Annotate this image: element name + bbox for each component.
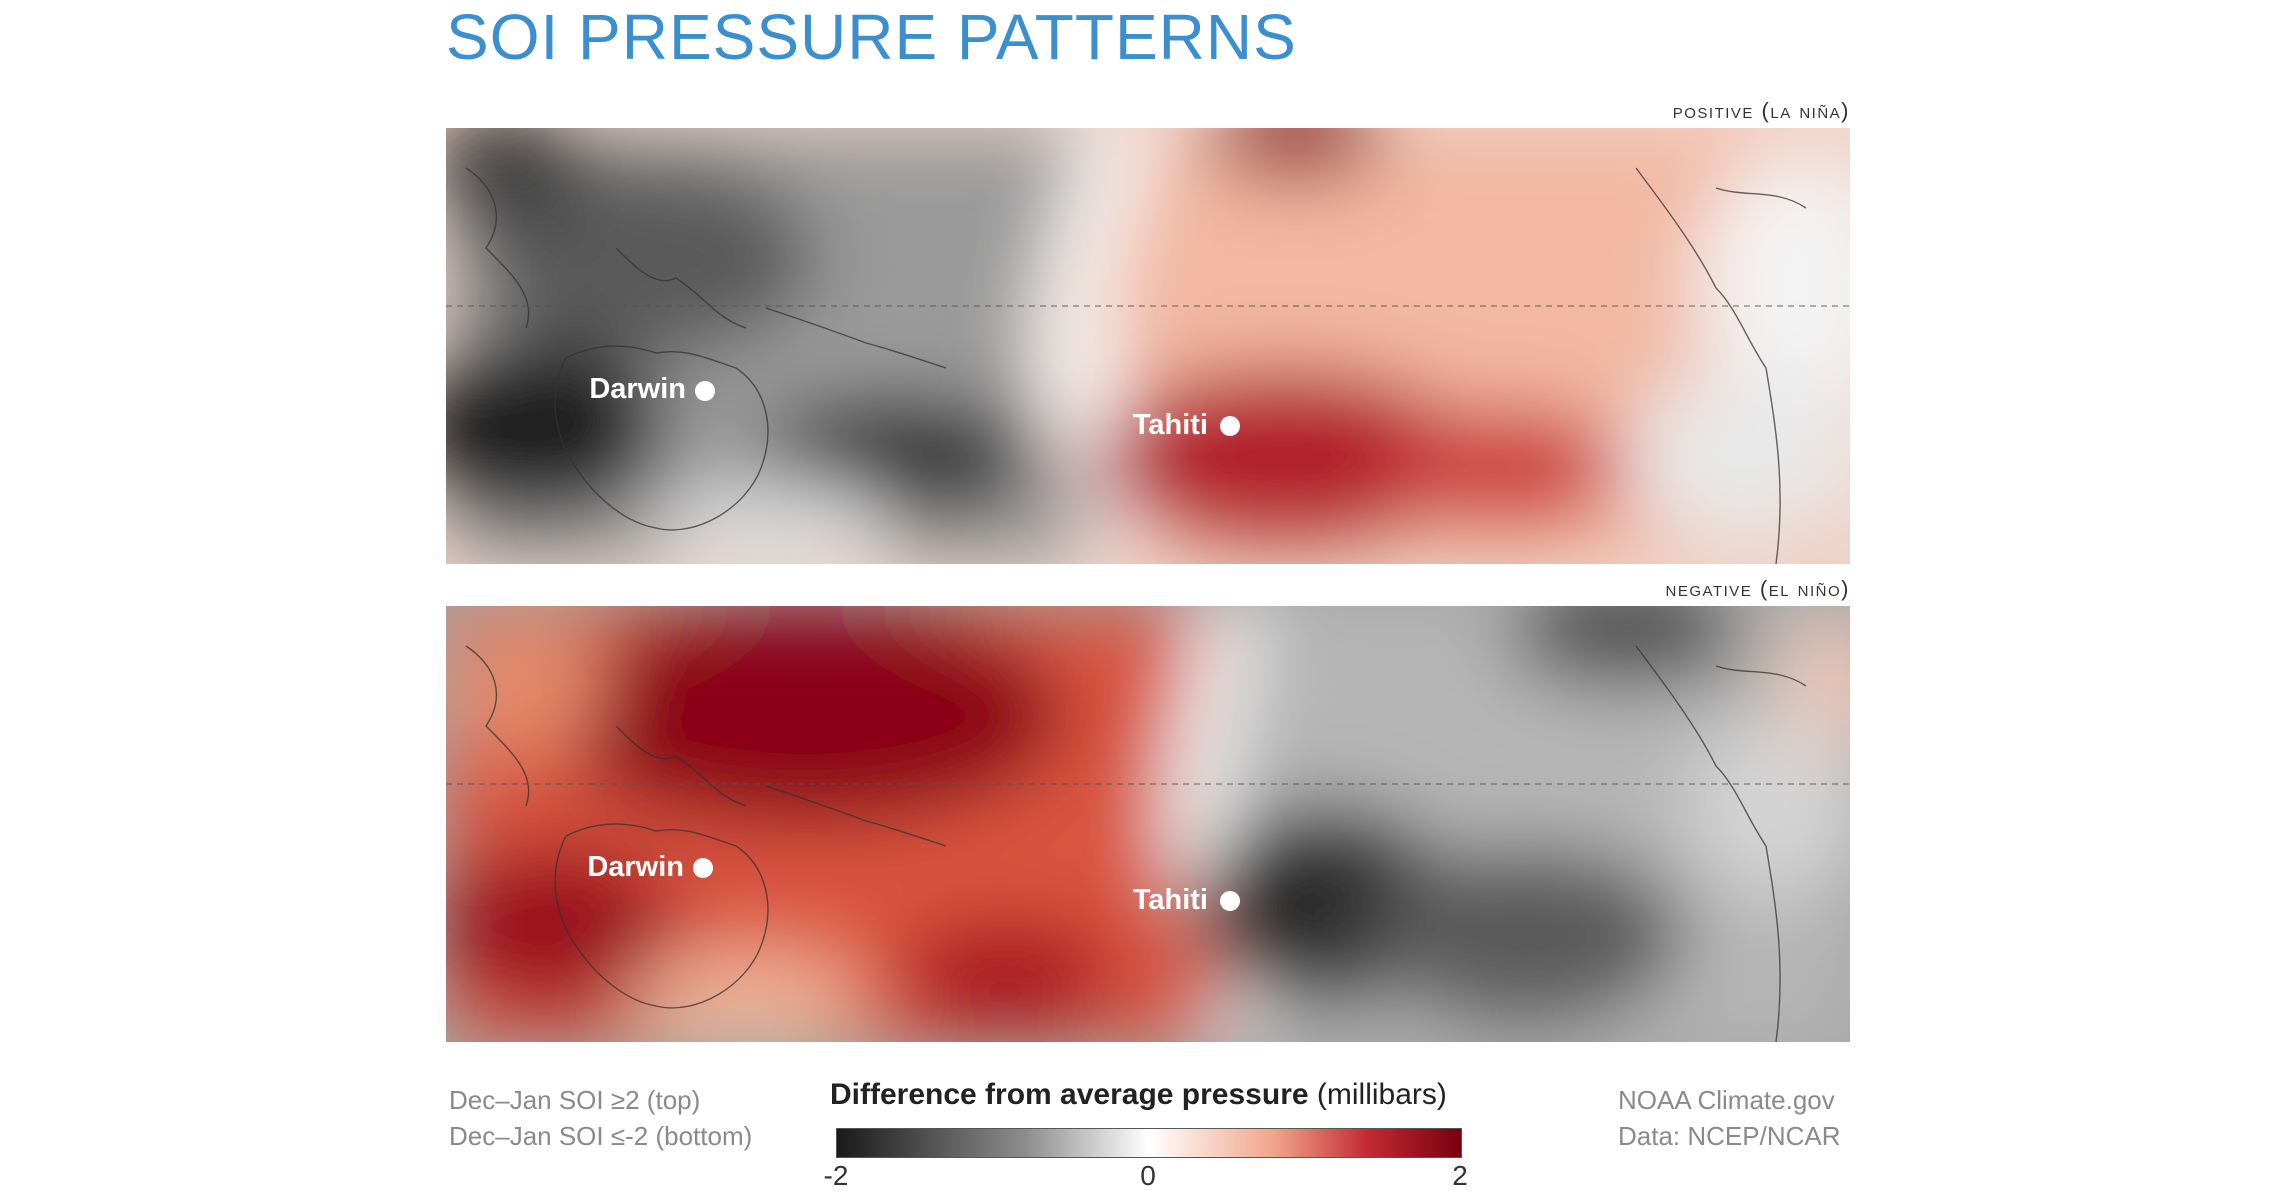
legend-mid-label: 0 [1140, 1160, 1156, 1191]
tahiti-label: Tahiti [1133, 409, 1208, 441]
darwin-marker [695, 381, 715, 401]
credit-data: Data: NCEP/NCAR [1618, 1121, 1841, 1151]
footer-credits: NOAA Climate.gov Data: NCEP/NCAR [1618, 1082, 1841, 1154]
tahiti-label: Tahiti [1133, 884, 1208, 916]
legend-max-label: 2 [1452, 1160, 1468, 1191]
pressure-map-positive: Darwin Tahiti [446, 128, 1850, 564]
footer-notes: Dec–Jan SOI ≥2 (top) Dec–Jan SOI ≤-2 (bo… [449, 1082, 752, 1154]
darwin-label: Darwin [589, 373, 686, 405]
legend-title-unit: (millibars) [1308, 1078, 1447, 1111]
legend-title-bold: Difference from average pressure [830, 1078, 1309, 1111]
map-positive-la-nina: Darwin Tahiti [446, 128, 1850, 564]
darwin-label: Darwin [587, 851, 684, 883]
panel-label-positive: positive (la niña) [1672, 98, 1850, 123]
tahiti-marker [1220, 416, 1240, 436]
darwin-marker [693, 858, 713, 878]
legend-color-bar [836, 1128, 1462, 1158]
footer-note-top: Dec–Jan SOI ≥2 (top) [449, 1085, 701, 1115]
page-title: SOI PRESSURE PATTERNS [446, 1, 1297, 73]
footer-note-bottom: Dec–Jan SOI ≤-2 (bottom) [449, 1121, 753, 1151]
panel-label-negative: negative (el niño) [1665, 576, 1850, 601]
legend-title: Difference from average pressure (millib… [830, 1078, 1447, 1112]
credit-source: NOAA Climate.gov [1618, 1085, 1835, 1115]
legend-min-label: -2 [823, 1160, 849, 1191]
pressure-map-negative: Darwin Tahiti [446, 606, 1850, 1042]
map-negative-el-nino: Darwin Tahiti [446, 606, 1850, 1042]
tahiti-marker [1220, 891, 1240, 911]
